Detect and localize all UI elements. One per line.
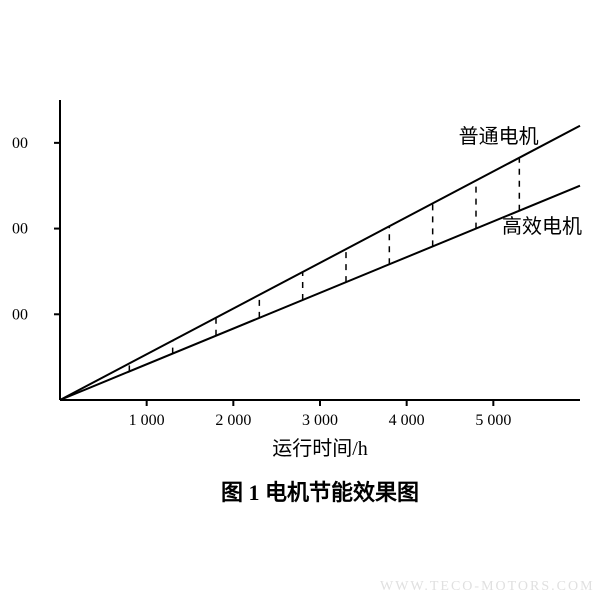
- chart-bg: [0, 0, 600, 600]
- chart-container: 1 000 2 000 3 000 4 000 5 000 00 00 00 普通电机高效电机运…: [0, 0, 600, 600]
- figure-caption: 图 1 电机节能效果图: [221, 480, 419, 505]
- watermark: WWW.TECO-MOTORS.COM: [380, 579, 595, 594]
- series-label-upper: 普通电机: [459, 125, 539, 148]
- y-tick-label: 00: [12, 221, 28, 238]
- x-tick-label: 4 000: [389, 412, 425, 429]
- chart-svg: 1 000 2 000 3 000 4 000 5 000 00 00 00 普通电机高效电机运…: [0, 0, 600, 600]
- x-tick-label: 3 000: [302, 412, 338, 429]
- x-tick-label: 5 000: [475, 412, 511, 429]
- y-tick-label: 00: [12, 135, 28, 152]
- series-label-lower: 高效电机: [502, 215, 582, 238]
- x-tick-label: 1 000: [129, 412, 165, 429]
- y-tick-label: 00: [12, 306, 28, 323]
- x-tick-label: 2 000: [215, 412, 251, 429]
- x-axis-title: 运行时间/h: [272, 437, 368, 460]
